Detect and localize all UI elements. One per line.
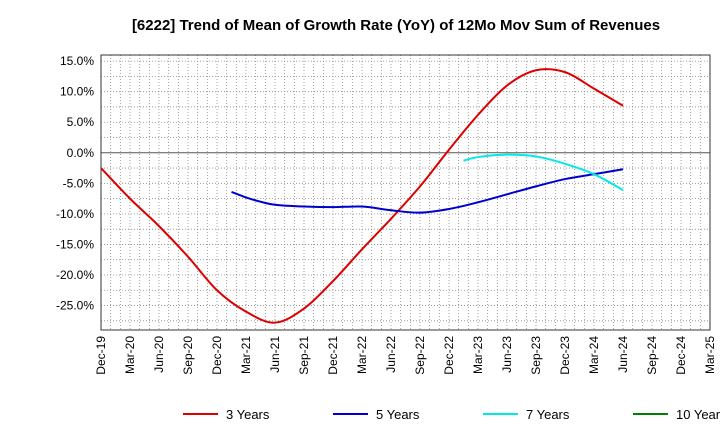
x-tick-label: Dec-24: [674, 336, 688, 375]
x-tick-label: Mar-24: [587, 336, 601, 374]
y-tick-label: 15.0%: [60, 54, 94, 68]
y-tick-label: -20.0%: [56, 268, 94, 282]
x-tick-label: Jun-20: [152, 336, 166, 373]
legend-label: 3 Years: [226, 407, 270, 422]
x-tick-label: Jun-21: [268, 336, 282, 373]
series-line-5-years: [231, 168, 624, 214]
x-tick-label: Dec-22: [442, 336, 456, 375]
x-tick-label: Dec-23: [558, 336, 572, 375]
legend-label: 5 Years: [376, 407, 420, 422]
y-tick-label: -25.0%: [56, 299, 94, 313]
y-tick-label: -5.0%: [63, 176, 95, 190]
y-tick-label: 0.0%: [67, 146, 95, 160]
x-tick-label: Sep-21: [297, 336, 311, 375]
x-tick-label: Sep-20: [181, 336, 195, 375]
x-tick-label: Dec-20: [210, 336, 224, 375]
legend-label: 10 Years: [676, 407, 720, 422]
x-tick-label: Mar-25: [703, 336, 717, 374]
y-tick-label: -10.0%: [56, 207, 94, 221]
series-line-7-years: [463, 153, 624, 191]
x-tick-label: Jun-22: [384, 336, 398, 373]
grid: [101, 55, 710, 330]
x-tick-label: Mar-20: [123, 336, 137, 374]
x-tick-label: Mar-21: [239, 336, 253, 374]
plot-frame: [100, 54, 711, 331]
series-line-3-years: [100, 68, 624, 324]
x-tick-label: Sep-22: [413, 336, 427, 375]
legend-label: 7 Years: [526, 407, 570, 422]
y-tick-label: 5.0%: [67, 115, 95, 129]
x-tick-label: Dec-21: [326, 336, 340, 375]
y-tick-label: 10.0%: [60, 85, 94, 99]
x-tick-label: Mar-22: [355, 336, 369, 374]
x-tick-label: Sep-23: [529, 336, 543, 375]
plot-area: [101, 55, 710, 330]
x-tick-label: Mar-23: [471, 336, 485, 374]
x-tick-label: Dec-19: [94, 336, 108, 375]
legend: 3 Years 5 Years 7 Years 10 Years: [183, 407, 720, 422]
y-tick-label: -15.0%: [56, 237, 94, 251]
x-tick-label: Jun-24: [616, 336, 630, 373]
x-tick-label: Jun-23: [500, 336, 514, 373]
x-tick-label: Sep-24: [645, 336, 659, 375]
chart-title: [6222] Trend of Mean of Growth Rate (YoY…: [132, 17, 660, 34]
